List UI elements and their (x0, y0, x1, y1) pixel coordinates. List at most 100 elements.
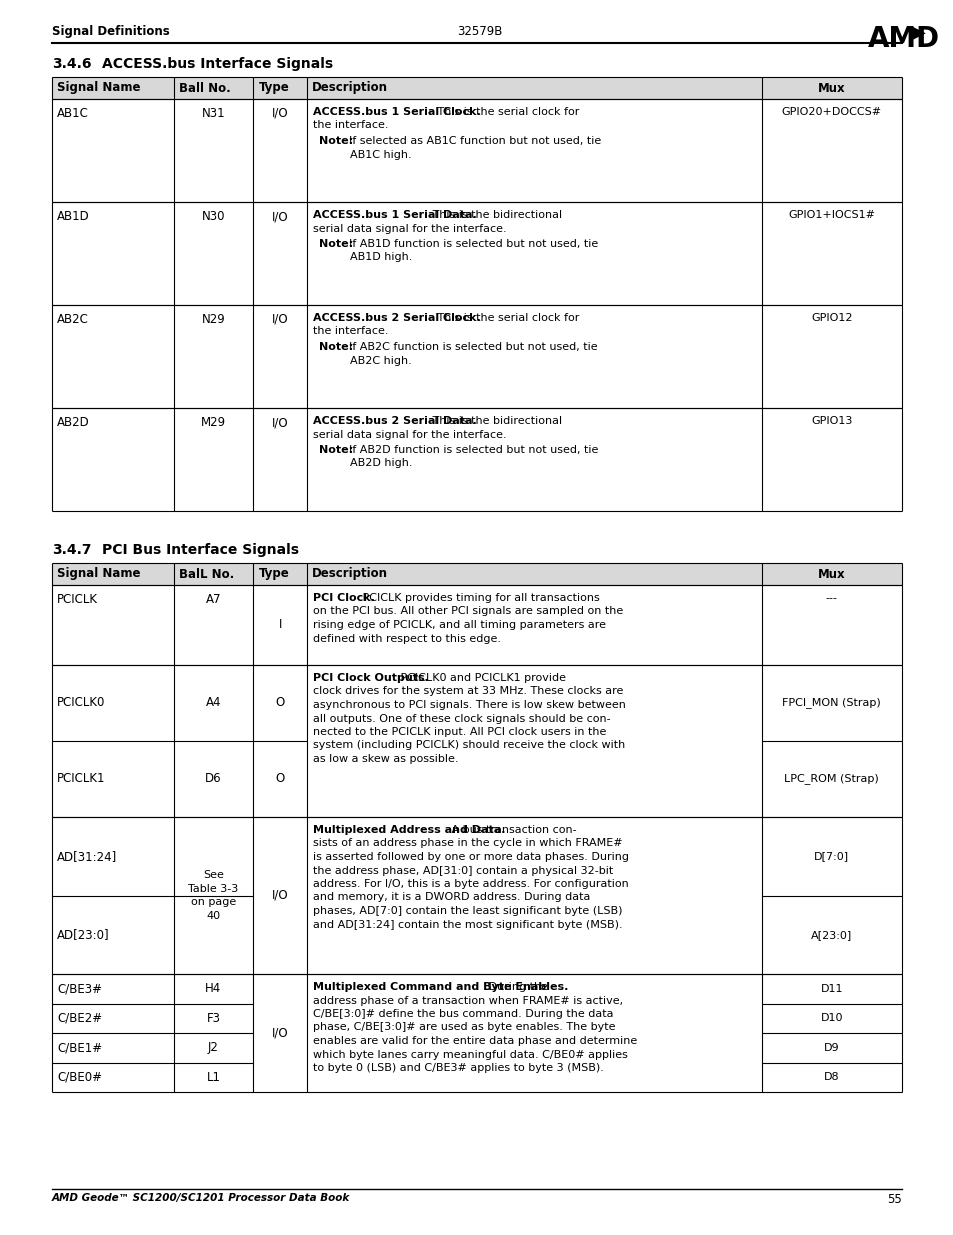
Text: clock drives for the system at 33 MHz. These clocks are: clock drives for the system at 33 MHz. T… (313, 687, 622, 697)
Text: PCI Bus Interface Signals: PCI Bus Interface Signals (102, 543, 298, 557)
Text: GPIO20+DOCCS#: GPIO20+DOCCS# (781, 107, 881, 117)
Text: I/O: I/O (272, 107, 288, 120)
Text: Signal Name: Signal Name (57, 568, 140, 580)
Text: PCICLK0 and PCICLK1 provide: PCICLK0 and PCICLK1 provide (396, 673, 565, 683)
Text: serial data signal for the interface.: serial data signal for the interface. (313, 224, 506, 233)
Text: BalL No.: BalL No. (178, 568, 233, 580)
Text: I/O: I/O (272, 210, 288, 224)
Text: A[23:0]: A[23:0] (810, 930, 852, 940)
Text: Description: Description (312, 568, 388, 580)
Text: J2: J2 (208, 1041, 218, 1055)
Text: I: I (278, 619, 282, 631)
Text: address. For I/O, this is a byte address. For configuration: address. For I/O, this is a byte address… (313, 879, 628, 889)
Text: all outputs. One of these clock signals should be con-: all outputs. One of these clock signals … (313, 714, 610, 724)
Text: This is the serial clock for: This is the serial clock for (434, 312, 578, 324)
Text: See: See (203, 871, 224, 881)
Text: sists of an address phase in the cycle in which FRAME#: sists of an address phase in the cycle i… (313, 839, 622, 848)
Text: Note:: Note: (318, 445, 353, 454)
Text: AD[31:24]: AD[31:24] (57, 850, 117, 863)
Text: During the: During the (484, 982, 547, 992)
Text: C/BE0#: C/BE0# (57, 1071, 102, 1084)
Text: O: O (275, 697, 285, 709)
Text: system (including PCICLK) should receive the clock with: system (including PCICLK) should receive… (313, 741, 624, 751)
Text: ACCESS.bus 1 Serial Data.: ACCESS.bus 1 Serial Data. (313, 210, 476, 220)
Text: If selected as AB1C function but not used, tie: If selected as AB1C function but not use… (342, 136, 601, 146)
Text: A bus transaction con-: A bus transaction con- (447, 825, 576, 835)
Text: FPCI_MON (Strap): FPCI_MON (Strap) (781, 698, 881, 709)
Text: the address phase, AD[31:0] contain a physical 32-bit: the address phase, AD[31:0] contain a ph… (313, 866, 613, 876)
Text: Signal Name: Signal Name (57, 82, 140, 95)
Text: AB1D: AB1D (57, 210, 90, 224)
Text: If AB2D function is selected but not used, tie: If AB2D function is selected but not use… (342, 445, 598, 454)
Text: A7: A7 (206, 593, 221, 606)
Text: M29: M29 (201, 416, 226, 429)
Text: C/BE3#: C/BE3# (57, 982, 102, 995)
Text: and AD[31:24] contain the most significant byte (MSB).: and AD[31:24] contain the most significa… (313, 920, 622, 930)
Text: as low a skew as possible.: as low a skew as possible. (313, 755, 458, 764)
Text: address phase of a transaction when FRAME# is active,: address phase of a transaction when FRAM… (313, 995, 622, 1005)
Text: Ball No.: Ball No. (178, 82, 230, 95)
Text: ACCESS.bus 2 Serial Clock.: ACCESS.bus 2 Serial Clock. (313, 312, 480, 324)
Text: C/BE2#: C/BE2# (57, 1011, 102, 1025)
Text: ACCESS.bus 1 Serial Clock.: ACCESS.bus 1 Serial Clock. (313, 107, 480, 117)
Text: D6: D6 (205, 773, 222, 785)
Text: Mux: Mux (818, 568, 844, 580)
Text: AMD: AMD (867, 25, 939, 53)
Text: D8: D8 (823, 1072, 839, 1082)
Text: to byte 0 (LSB) and C/BE3# applies to byte 3 (MSB).: to byte 0 (LSB) and C/BE3# applies to by… (313, 1063, 603, 1073)
Text: nected to the PCICLK input. All PCI clock users in the: nected to the PCICLK input. All PCI cloc… (313, 727, 606, 737)
Text: Note:: Note: (318, 240, 353, 249)
Text: This is the serial clock for: This is the serial clock for (434, 107, 578, 117)
Text: PCICLK1: PCICLK1 (57, 773, 106, 785)
Text: PCICLK provides timing for all transactions: PCICLK provides timing for all transacti… (359, 593, 599, 603)
Text: AB1C: AB1C (57, 107, 89, 120)
Text: ACCESS.bus 2 Serial Data.: ACCESS.bus 2 Serial Data. (313, 416, 476, 426)
Text: O: O (275, 773, 285, 785)
Text: Note:: Note: (318, 342, 353, 352)
Text: I/O: I/O (272, 889, 288, 902)
Text: Multiplexed Address and Data.: Multiplexed Address and Data. (313, 825, 505, 835)
Text: PCICLK: PCICLK (57, 593, 98, 606)
Text: AB1C high.: AB1C high. (350, 149, 412, 159)
Text: AB2D: AB2D (57, 416, 90, 429)
Text: 40: 40 (206, 910, 220, 921)
Text: which byte lanes carry meaningful data. C/BE0# applies: which byte lanes carry meaningful data. … (313, 1050, 627, 1060)
Text: ▶: ▶ (911, 23, 925, 42)
Text: C/BE[3:0]# define the bus command. During the data: C/BE[3:0]# define the bus command. Durin… (313, 1009, 613, 1019)
Text: If AB2C function is selected but not used, tie: If AB2C function is selected but not use… (342, 342, 598, 352)
Text: on the PCI bus. All other PCI signals are sampled on the: on the PCI bus. All other PCI signals ar… (313, 606, 622, 616)
Text: I/O: I/O (272, 416, 288, 429)
Text: AB2D high.: AB2D high. (350, 458, 413, 468)
Text: Description: Description (312, 82, 388, 95)
Text: on page: on page (191, 898, 236, 908)
Text: LPC_ROM (Strap): LPC_ROM (Strap) (783, 773, 879, 784)
Text: A4: A4 (206, 697, 221, 709)
Text: GPIO12: GPIO12 (810, 312, 852, 324)
Text: Mux: Mux (818, 82, 844, 95)
Text: Type: Type (258, 568, 289, 580)
Text: asynchronous to PCI signals. There is low skew between: asynchronous to PCI signals. There is lo… (313, 700, 625, 710)
Text: the interface.: the interface. (313, 121, 388, 131)
Text: This is the bidirectional: This is the bidirectional (429, 210, 561, 220)
Text: enables are valid for the entire data phase and determine: enables are valid for the entire data ph… (313, 1036, 637, 1046)
Text: This is the bidirectional: This is the bidirectional (429, 416, 561, 426)
Text: the interface.: the interface. (313, 326, 388, 336)
Text: Multiplexed Command and Byte Enables.: Multiplexed Command and Byte Enables. (313, 982, 568, 992)
Text: N30: N30 (201, 210, 225, 224)
Text: Signal Definitions: Signal Definitions (52, 25, 170, 38)
Text: AMD Geode™ SC1200/SC1201 Processor Data Book: AMD Geode™ SC1200/SC1201 Processor Data … (52, 1193, 350, 1203)
Text: D[7:0]: D[7:0] (814, 851, 848, 861)
Text: PCI Clock Outputs.: PCI Clock Outputs. (313, 673, 429, 683)
Text: If AB1D function is selected but not used, tie: If AB1D function is selected but not use… (342, 240, 598, 249)
Text: 32579B: 32579B (456, 25, 502, 38)
Text: D11: D11 (820, 984, 842, 994)
Text: Table 3-3: Table 3-3 (188, 884, 238, 894)
Text: L1: L1 (206, 1071, 220, 1084)
Text: 3.4.6: 3.4.6 (52, 57, 91, 70)
Text: defined with respect to this edge.: defined with respect to this edge. (313, 634, 500, 643)
Text: Type: Type (258, 82, 289, 95)
Text: AB2C high.: AB2C high. (350, 356, 412, 366)
Bar (52, 77, 901, 99)
Text: N29: N29 (201, 312, 225, 326)
Text: phase, C/BE[3:0]# are used as byte enables. The byte: phase, C/BE[3:0]# are used as byte enabl… (313, 1023, 615, 1032)
